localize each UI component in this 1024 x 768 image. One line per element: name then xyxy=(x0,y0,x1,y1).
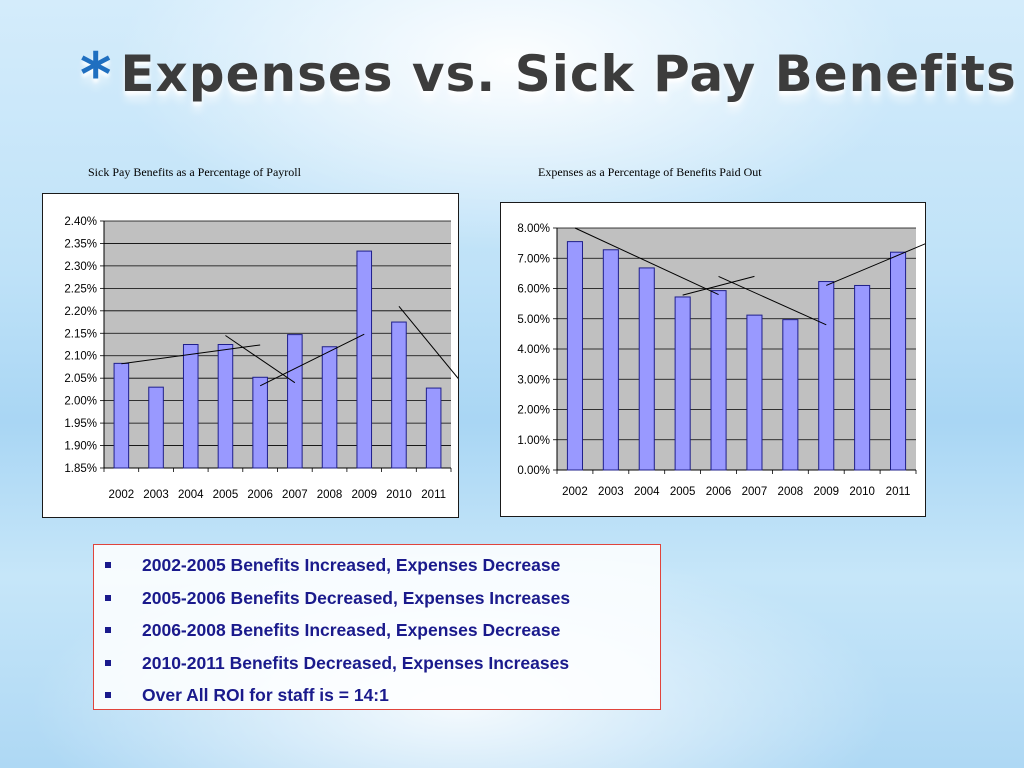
square-bullet-icon xyxy=(105,594,111,601)
bar-2003 xyxy=(602,249,619,471)
bar-2009 xyxy=(356,250,373,469)
bar-2011 xyxy=(890,251,907,471)
summary-bullet-box: 2002-2005 Benefits Increased, Expenses D… xyxy=(93,544,661,710)
y-tick-label: 1.90% xyxy=(64,441,97,453)
summary-bullet-text: 2006-2008 Benefits Increased, Expenses D… xyxy=(142,620,561,640)
bar-2009 xyxy=(818,281,835,471)
trend-line xyxy=(398,306,458,379)
summary-bullet-text: 2005-2006 Benefits Decreased, Expenses I… xyxy=(142,587,571,608)
x-tick-label: 2011 xyxy=(886,486,911,498)
bar-2003 xyxy=(148,386,164,469)
bar-2002 xyxy=(113,362,130,469)
square-bullet-icon xyxy=(105,627,111,633)
expenses-chart: 0.00% 1.00% 2.00% 3.00% 4.00% 5.00% 6.00% 7.00%… xyxy=(500,202,926,517)
bar-2010 xyxy=(391,321,407,469)
summary-bullet-text: 2002-2005 Benefits Increased, Expenses D… xyxy=(142,555,561,575)
bar-2005 xyxy=(674,296,691,471)
square-bullet-icon xyxy=(105,562,111,568)
bar-2011 xyxy=(425,387,442,469)
trend-line xyxy=(121,344,261,365)
y-tick-label: 2.15% xyxy=(64,328,97,340)
y-tick-label: 2.00% xyxy=(517,405,550,417)
slide-title-text: Expenses vs. Sick Pay Benefits xyxy=(120,45,1017,103)
y-tick-label: 2.30% xyxy=(64,261,97,273)
summary-bullet-item: Over All ROI for staff is = 14:1 xyxy=(94,683,570,716)
x-tick-label: 2008 xyxy=(778,486,804,498)
x-tick-label: 2009 xyxy=(813,486,839,498)
x-tick-label: 2002 xyxy=(562,486,588,498)
bar-2010 xyxy=(854,284,871,471)
summary-bullet-item: 2002-2005 Benefits Increased, Expenses D… xyxy=(94,553,570,586)
bar-2007 xyxy=(287,334,303,469)
chart-svg: 1.85% 1.90% 1.95% 2.00% 2.05% 2.10% 2.15% 2.20%… xyxy=(64,216,458,501)
x-tick-label: 2011 xyxy=(421,489,446,501)
x-tick-label: 2004 xyxy=(634,486,660,498)
y-tick-label: 2.25% xyxy=(64,283,97,295)
slide-title: * Expenses vs. Sick Pay Benefits xyxy=(80,40,1016,120)
y-tick-label: 6.00% xyxy=(517,284,550,296)
y-tick-label: 2.20% xyxy=(64,306,97,318)
bar-2008 xyxy=(321,346,338,469)
y-tick-label: 8.00% xyxy=(517,223,550,235)
bar-2008 xyxy=(782,319,799,471)
x-tick-label: 2005 xyxy=(670,486,696,498)
bar-2004 xyxy=(638,267,655,471)
summary-bullet-item: 2010-2011 Benefits Decreased, Expenses I… xyxy=(94,651,570,684)
y-tick-label: 0.00% xyxy=(517,465,550,477)
y-tick-label: 2.35% xyxy=(64,238,97,250)
y-tick-label: 3.00% xyxy=(517,374,550,386)
trend-line xyxy=(259,333,365,387)
asterisk-icon: * xyxy=(80,40,113,110)
x-tick-label: 2003 xyxy=(598,486,624,498)
x-tick-label: 2010 xyxy=(386,489,412,501)
bar-2006 xyxy=(710,290,727,471)
x-tick-label: 2006 xyxy=(706,486,732,498)
x-tick-label: 2002 xyxy=(109,489,135,501)
square-bullet-icon xyxy=(105,692,111,698)
y-tick-label: 1.00% xyxy=(517,435,550,447)
bar-2005 xyxy=(217,344,234,469)
x-tick-label: 2007 xyxy=(282,489,308,501)
y-tick-label: 2.10% xyxy=(64,351,97,363)
y-tick-label: 1.95% xyxy=(64,418,97,430)
y-tick-label: 5.00% xyxy=(517,314,550,326)
trend-line xyxy=(718,275,827,326)
summary-bullet-item: 2005-2006 Benefits Decreased, Expenses I… xyxy=(94,586,570,619)
square-bullet-icon xyxy=(105,659,111,666)
y-tick-label: 2.40% xyxy=(64,216,97,228)
bar-2004 xyxy=(182,344,199,469)
summary-bullet-text: Over All ROI for staff is = 14:1 xyxy=(142,685,389,705)
y-tick-label: 2.00% xyxy=(64,396,97,408)
chart-svg: 0.00% 1.00% 2.00% 3.00% 4.00% 5.00% 6.00% 7.00%… xyxy=(517,223,925,498)
x-tick-label: 2009 xyxy=(351,489,377,501)
y-tick-label: 2.05% xyxy=(64,373,97,385)
x-tick-label: 2006 xyxy=(247,489,273,501)
x-tick-label: 2008 xyxy=(317,489,343,501)
y-tick-label: 7.00% xyxy=(517,253,550,265)
x-tick-label: 2005 xyxy=(213,489,239,501)
summary-bullet-list: 2002-2005 Benefits Increased, Expenses D… xyxy=(94,553,570,716)
summary-bullet-item: 2006-2008 Benefits Increased, Expenses D… xyxy=(94,618,570,651)
bar-2007 xyxy=(746,314,763,471)
x-tick-label: 2010 xyxy=(849,486,875,498)
bar-2002 xyxy=(566,241,583,471)
sick-pay-chart: 1.85% 1.90% 1.95% 2.00% 2.05% 2.10% 2.15% 2.20%… xyxy=(42,193,459,518)
trend-line xyxy=(574,227,719,296)
x-tick-label: 2003 xyxy=(143,489,169,501)
y-tick-label: 1.85% xyxy=(64,463,97,475)
trend-line xyxy=(682,275,755,296)
y-tick-label: 4.00% xyxy=(517,344,550,356)
trend-line xyxy=(826,243,925,286)
chart-title-expenses: Expenses as a Percentage of Benefits Pai… xyxy=(538,165,762,179)
summary-bullet-text: 2010-2011 Benefits Decreased, Expenses I… xyxy=(142,652,570,673)
chart-title-sick-pay: Sick Pay Benefits as a Percentage of Pay… xyxy=(88,165,301,179)
x-tick-label: 2007 xyxy=(742,486,768,498)
x-tick-label: 2004 xyxy=(178,489,204,501)
bar-2006 xyxy=(252,376,268,469)
